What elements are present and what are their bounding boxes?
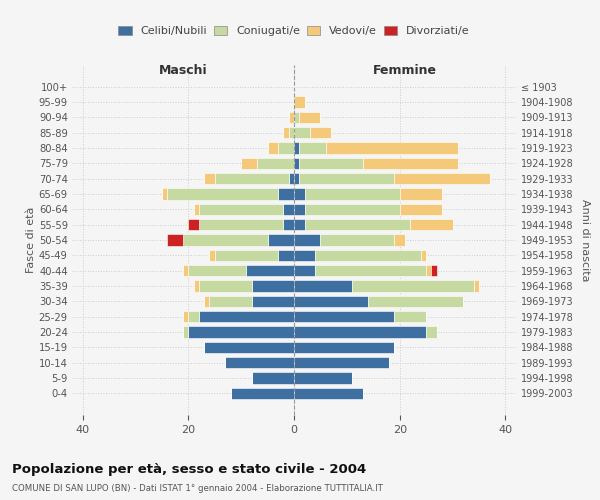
Bar — [294, 158, 299, 169]
Bar — [394, 234, 405, 246]
Bar — [247, 265, 294, 276]
Bar — [368, 296, 463, 307]
Bar — [215, 250, 278, 261]
Bar — [294, 250, 315, 261]
Bar — [294, 173, 299, 184]
Bar — [252, 372, 294, 384]
Bar — [252, 296, 294, 307]
Bar — [188, 219, 199, 230]
Bar — [225, 357, 294, 368]
Bar — [278, 250, 294, 261]
Bar — [363, 158, 458, 169]
Bar — [400, 204, 442, 215]
Bar — [283, 204, 294, 215]
Bar — [431, 265, 437, 276]
Bar — [315, 265, 426, 276]
Bar — [209, 250, 215, 261]
Bar — [294, 142, 299, 154]
Y-axis label: Anni di nascita: Anni di nascita — [580, 198, 590, 281]
Bar — [183, 234, 268, 246]
Text: COMUNE DI SAN LUPO (BN) - Dati ISTAT 1° gennaio 2004 - Elaborazione TUTTITALIA.I: COMUNE DI SAN LUPO (BN) - Dati ISTAT 1° … — [12, 484, 383, 493]
Text: Popolazione per età, sesso e stato civile - 2004: Popolazione per età, sesso e stato civil… — [12, 462, 366, 475]
Bar — [305, 188, 400, 200]
Y-axis label: Fasce di età: Fasce di età — [26, 207, 36, 273]
Bar — [299, 142, 326, 154]
Bar — [294, 127, 310, 138]
Bar — [294, 372, 352, 384]
Bar — [199, 204, 283, 215]
Bar — [294, 204, 305, 215]
Bar — [252, 280, 294, 292]
Bar — [209, 296, 252, 307]
Bar — [320, 234, 394, 246]
Bar — [294, 96, 305, 108]
Bar — [294, 188, 305, 200]
Bar — [299, 173, 394, 184]
Bar — [188, 311, 199, 322]
Bar — [215, 173, 289, 184]
Bar — [289, 112, 294, 123]
Bar — [268, 234, 294, 246]
Bar — [426, 265, 431, 276]
Bar — [305, 219, 410, 230]
Bar — [294, 296, 368, 307]
Bar — [199, 219, 283, 230]
Bar — [283, 127, 289, 138]
Bar — [305, 204, 400, 215]
Bar — [352, 280, 474, 292]
Bar — [299, 158, 363, 169]
Bar — [188, 326, 294, 338]
Bar — [278, 142, 294, 154]
Legend: Celibi/Nubili, Coniugati/e, Vedovi/e, Divorziati/e: Celibi/Nubili, Coniugati/e, Vedovi/e, Di… — [114, 22, 474, 41]
Bar — [268, 142, 278, 154]
Bar — [294, 280, 352, 292]
Bar — [199, 311, 294, 322]
Bar — [257, 158, 294, 169]
Bar — [183, 265, 188, 276]
Bar — [167, 188, 278, 200]
Bar — [294, 234, 320, 246]
Bar — [241, 158, 257, 169]
Bar — [326, 142, 458, 154]
Bar — [188, 265, 247, 276]
Bar — [426, 326, 437, 338]
Bar — [294, 311, 394, 322]
Bar — [183, 326, 188, 338]
Bar — [400, 188, 442, 200]
Bar — [294, 342, 394, 353]
Bar — [294, 357, 389, 368]
Bar — [294, 388, 363, 399]
Text: Maschi: Maschi — [158, 64, 208, 76]
Bar — [194, 204, 199, 215]
Text: Femmine: Femmine — [373, 64, 437, 76]
Bar — [199, 280, 252, 292]
Bar — [299, 112, 320, 123]
Bar — [289, 173, 294, 184]
Bar — [194, 280, 199, 292]
Bar — [204, 296, 209, 307]
Bar — [204, 173, 215, 184]
Bar — [162, 188, 167, 200]
Bar — [289, 127, 294, 138]
Bar — [230, 388, 294, 399]
Bar — [315, 250, 421, 261]
Bar — [394, 173, 490, 184]
Bar — [394, 311, 426, 322]
Bar — [410, 219, 452, 230]
Bar — [294, 326, 426, 338]
Bar — [278, 188, 294, 200]
Bar — [283, 219, 294, 230]
Bar — [294, 265, 315, 276]
Bar — [294, 219, 305, 230]
Bar — [167, 234, 183, 246]
Bar — [421, 250, 426, 261]
Bar — [310, 127, 331, 138]
Bar — [294, 112, 299, 123]
Bar — [183, 311, 188, 322]
Bar — [474, 280, 479, 292]
Bar — [204, 342, 294, 353]
